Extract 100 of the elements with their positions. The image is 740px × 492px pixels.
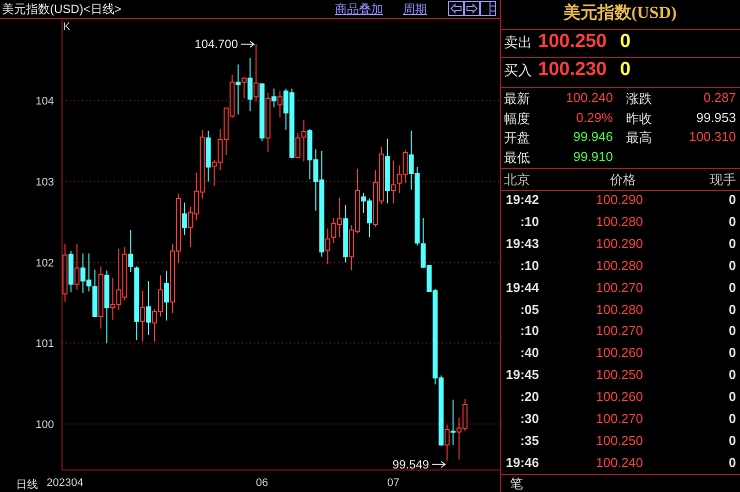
y-tick-label: 101 xyxy=(36,338,54,350)
text: 0 xyxy=(728,345,736,360)
text: :40 xyxy=(520,345,539,360)
text: 北京 xyxy=(504,171,530,189)
text: :10 xyxy=(520,323,539,338)
text: 100.240 xyxy=(596,454,643,470)
candlestick xyxy=(236,64,241,116)
text: 笔 xyxy=(510,475,523,492)
text: 现手 xyxy=(710,171,736,189)
text: 0 xyxy=(728,323,736,338)
candlestick xyxy=(68,250,74,293)
text: 商品叠加 xyxy=(335,1,383,18)
text: 100.260 xyxy=(596,345,643,360)
text: 开盘 xyxy=(504,129,530,147)
x-tick-label: 06 xyxy=(256,476,268,489)
y-tick-label: 104 xyxy=(36,96,54,108)
text: 99.910 xyxy=(573,148,613,164)
text: 100.270 xyxy=(596,411,643,426)
text: 19:45 xyxy=(506,367,539,382)
text: 0 xyxy=(728,389,736,404)
text: 99.953 xyxy=(696,110,736,124)
annotation: 99.549 xyxy=(392,457,430,472)
text: 19:46 xyxy=(506,454,539,470)
text: 卖出 xyxy=(504,34,532,52)
text: 0 xyxy=(620,59,631,81)
candlestick xyxy=(248,57,253,112)
text: 周期 xyxy=(403,1,427,18)
candlestick xyxy=(206,130,211,182)
text: 0 xyxy=(728,214,736,229)
text: 涨跌 xyxy=(626,90,652,108)
text: 0 xyxy=(728,367,736,382)
y-tick-label: 100 xyxy=(36,418,54,431)
candlestick xyxy=(384,138,390,204)
candlestick xyxy=(74,243,80,290)
text: 0 xyxy=(728,432,736,448)
candlestick xyxy=(325,228,330,264)
text: 19:44 xyxy=(506,280,539,295)
y-tick-label: 102 xyxy=(36,257,54,270)
text: 100.250 xyxy=(596,367,643,382)
text: :35 xyxy=(520,432,539,448)
text: :20 xyxy=(520,389,539,404)
candlestick xyxy=(140,290,146,342)
text: 100.230 xyxy=(538,59,607,81)
text: :10 xyxy=(520,214,539,229)
text: :05 xyxy=(520,302,539,316)
text: 价格 xyxy=(610,171,636,189)
text: 0 xyxy=(728,258,736,273)
text: 0 xyxy=(728,192,736,207)
text: :10 xyxy=(520,258,539,273)
text: 100.260 xyxy=(596,389,643,404)
text: 100.310 xyxy=(689,129,736,144)
text: 幅度 xyxy=(504,110,530,128)
text: 0.287 xyxy=(703,90,736,105)
candlestick xyxy=(104,270,110,344)
candlestick xyxy=(146,280,152,336)
candlestick xyxy=(277,90,282,118)
y-tick-label: 103 xyxy=(36,176,54,188)
text: 美元指数(USD) xyxy=(562,2,678,24)
text: :30 xyxy=(520,411,539,426)
text: 100.280 xyxy=(596,258,643,273)
text: 0 xyxy=(728,302,736,316)
text: 0 xyxy=(728,280,736,295)
candlestick xyxy=(164,270,169,322)
text: 99.946 xyxy=(573,129,613,144)
text: 100.250 xyxy=(538,31,607,53)
candlestick xyxy=(98,266,104,330)
text: 0 xyxy=(620,31,631,53)
text: 100.290 xyxy=(596,192,643,207)
text: 日线 xyxy=(16,478,38,492)
text: 0 xyxy=(728,236,736,251)
text: 0.29% xyxy=(576,110,613,124)
text: 100.290 xyxy=(596,236,643,251)
candlestick xyxy=(450,399,456,446)
text: 19:42 xyxy=(506,192,539,207)
text: 100.270 xyxy=(596,280,643,295)
candlestick xyxy=(266,92,270,152)
annotation: K xyxy=(63,21,70,33)
candlestick xyxy=(343,204,348,263)
text: 100.270 xyxy=(596,323,643,338)
text: 0 xyxy=(728,454,736,470)
text: 100.280 xyxy=(596,302,643,316)
text: 100.240 xyxy=(566,90,613,105)
x-tick-label: 202304 xyxy=(46,476,84,489)
text: 0 xyxy=(728,411,736,426)
text: 19:43 xyxy=(506,236,539,251)
chart-title: 美元指数(USD)<日线> xyxy=(2,1,122,18)
text: 100.250 xyxy=(596,432,643,448)
text: 100.280 xyxy=(596,214,643,229)
annotation: 104.700 xyxy=(194,37,238,52)
candlestick xyxy=(271,88,276,108)
text: 最高 xyxy=(626,129,652,147)
text: 最低 xyxy=(504,148,530,166)
candlestick xyxy=(182,202,187,236)
candlestick xyxy=(301,120,306,162)
text: 昨收 xyxy=(626,110,652,128)
x-tick-label: 07 xyxy=(387,476,400,489)
candlestick xyxy=(62,243,68,302)
text: 买入 xyxy=(504,62,532,80)
text: 最新 xyxy=(504,90,530,108)
candlestick xyxy=(390,160,396,204)
